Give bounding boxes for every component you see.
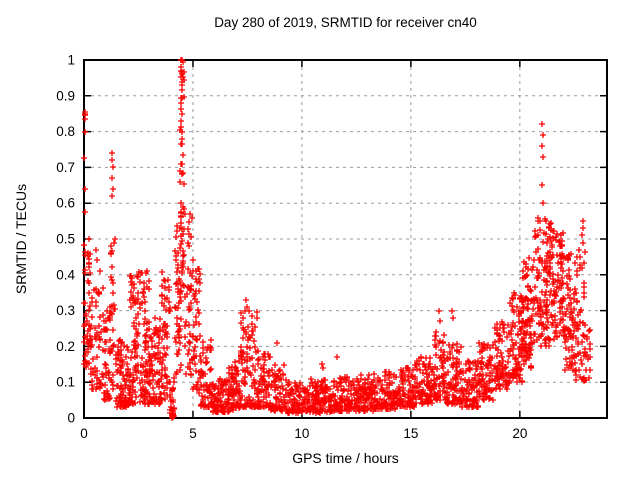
chart-title: Day 280 of 2019, SRMTID for receiver cn4… [214,15,477,30]
svg-text:0.8: 0.8 [56,124,75,139]
svg-text:0: 0 [67,411,75,426]
svg-text:15: 15 [403,426,418,441]
axis-tick-labels: 0 5 10 15 20 0 0.1 0.2 0.3 0.4 0.5 0.6 0.7 0.8 0.9 1 [56,53,527,442]
data-points [81,57,593,421]
y-axis-title: SRMTID / TECUs [13,183,29,295]
svg-text:20: 20 [512,426,527,441]
svg-text:0.5: 0.5 [56,232,75,247]
svg-text:0.1: 0.1 [56,375,75,390]
svg-text:0.6: 0.6 [56,196,75,211]
svg-text:0.7: 0.7 [56,160,75,175]
svg-text:0.4: 0.4 [56,267,75,282]
x-axis-title: GPS time / hours [292,450,399,466]
svg-text:1: 1 [67,53,75,68]
svg-text:0.3: 0.3 [56,303,75,318]
svg-text:0.9: 0.9 [56,88,75,103]
svg-text:0: 0 [80,426,88,441]
svg-text:10: 10 [294,426,309,441]
svg-text:5: 5 [189,426,197,441]
svg-text:0.2: 0.2 [56,339,75,354]
